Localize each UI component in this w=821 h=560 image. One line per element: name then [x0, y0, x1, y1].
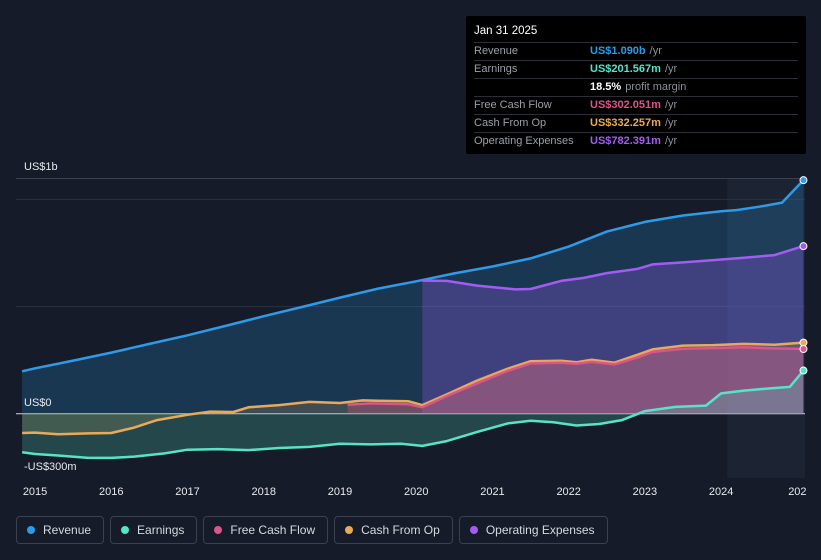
tooltip-row: Cash From Op US$332.257m/yr	[474, 115, 798, 133]
legend: Revenue Earnings Free Cash Flow Cash From O…	[16, 516, 608, 544]
tooltip-row-unit: /yr	[664, 135, 678, 147]
tooltip-row-value: US$201.567m	[590, 63, 661, 75]
legend-label: Revenue	[43, 523, 92, 537]
legend-dot-icon	[345, 526, 354, 534]
tooltip-panel: Jan 31 2025 Revenue US$1.090b/yr Earnings U…	[466, 16, 806, 154]
tooltip-row-value: US$302.051m	[590, 99, 661, 111]
tooltip-row-label: Operating Expenses	[474, 135, 574, 147]
cash-from-op-line	[22, 341, 804, 436]
y-tick-label: US$1b	[24, 161, 58, 173]
earnings-area	[22, 370, 804, 458]
earnings-line	[21, 369, 805, 460]
x-tick-label: 2018	[252, 486, 276, 498]
tooltip-row-unit: profit margin	[625, 81, 687, 93]
tooltip-row: Free Cash Flow US$302.051m/yr	[474, 97, 798, 115]
tooltip-row: 18.5% profit margin	[474, 79, 798, 97]
x-tick-label: 2021	[480, 486, 504, 498]
tooltip-row-label: Earnings	[474, 63, 518, 75]
operating-expenses-line	[422, 244, 804, 291]
tooltip-row-label: Cash From Op	[474, 117, 547, 129]
legend-item-cash-from-op[interactable]: Cash From Op	[334, 516, 453, 544]
tooltip-row-label	[474, 79, 590, 96]
free-cash-flow-line	[347, 346, 804, 409]
x-tick-label: 2015	[23, 486, 47, 498]
y-tick-label: -US$300m	[24, 461, 77, 473]
operating-expenses-endpoint	[799, 242, 808, 251]
legend-dot-icon	[469, 526, 478, 534]
x-tick-label: 2022	[556, 486, 580, 498]
legend-dot-icon	[27, 526, 35, 534]
legend-item-operating-expenses[interactable]: Operating Expenses	[458, 516, 608, 544]
legend-item-free-cash-flow[interactable]: Free Cash Flow	[203, 516, 329, 544]
x-tick-label: 2019	[328, 486, 352, 498]
x-tick-label: 2017	[175, 486, 199, 498]
revenue-line	[21, 179, 805, 373]
tooltip-row-value: 18.5%	[590, 81, 622, 93]
legend-dot-icon	[214, 526, 223, 534]
x-tick-label: 2020	[404, 486, 428, 498]
x-tick-label: 2016	[99, 486, 123, 498]
x-tick-label: 202	[788, 486, 806, 498]
cash-from-op-area	[22, 342, 804, 435]
tooltip-row-value: US$332.257m	[590, 117, 661, 129]
x-tick-label: 2023	[633, 486, 657, 498]
operating-expenses-area	[422, 246, 804, 414]
revenue-endpoint	[799, 176, 808, 185]
tooltip-row: Revenue US$1.090b/yr	[474, 43, 798, 61]
tooltip-row-label: Free Cash Flow	[474, 99, 552, 111]
tooltip-row-value: US$1.090b	[590, 45, 646, 57]
tooltip-row-unit: /yr	[664, 117, 678, 129]
legend-label: Free Cash Flow	[230, 523, 316, 537]
legend-item-earnings[interactable]: Earnings	[110, 516, 198, 544]
earnings-endpoint	[799, 366, 808, 375]
legend-label: Operating Expenses	[485, 523, 595, 537]
legend-dot-icon	[121, 526, 130, 534]
x-tick-label: 2024	[709, 486, 733, 498]
tooltip-row-unit: /yr	[664, 63, 678, 75]
tooltip-row: Operating Expenses US$782.391m/yr	[474, 133, 798, 150]
tooltip-date: Jan 31 2025	[474, 22, 798, 43]
legend-label: Cash From Op	[361, 523, 440, 537]
legend-label: Earnings	[137, 523, 185, 537]
chart-area: US$1b US$0 -US$300m 2015 2016 2017 2018 2019 20…	[16, 161, 808, 498]
revenue-area	[22, 180, 804, 414]
legend-item-revenue[interactable]: Revenue	[16, 516, 105, 544]
y-tick-label: US$0	[24, 397, 52, 409]
tooltip-row-unit: /yr	[664, 99, 678, 111]
tooltip-row-label: Revenue	[474, 45, 519, 57]
tooltip-row-value: US$782.391m	[590, 135, 661, 147]
free-cash-flow-area	[347, 347, 804, 414]
free-cash-flow-endpoint	[799, 345, 808, 353]
tooltip-row-unit: /yr	[649, 45, 662, 57]
tooltip-row: Earnings US$201.567m/yr	[474, 61, 798, 79]
forecast-region	[727, 178, 805, 478]
